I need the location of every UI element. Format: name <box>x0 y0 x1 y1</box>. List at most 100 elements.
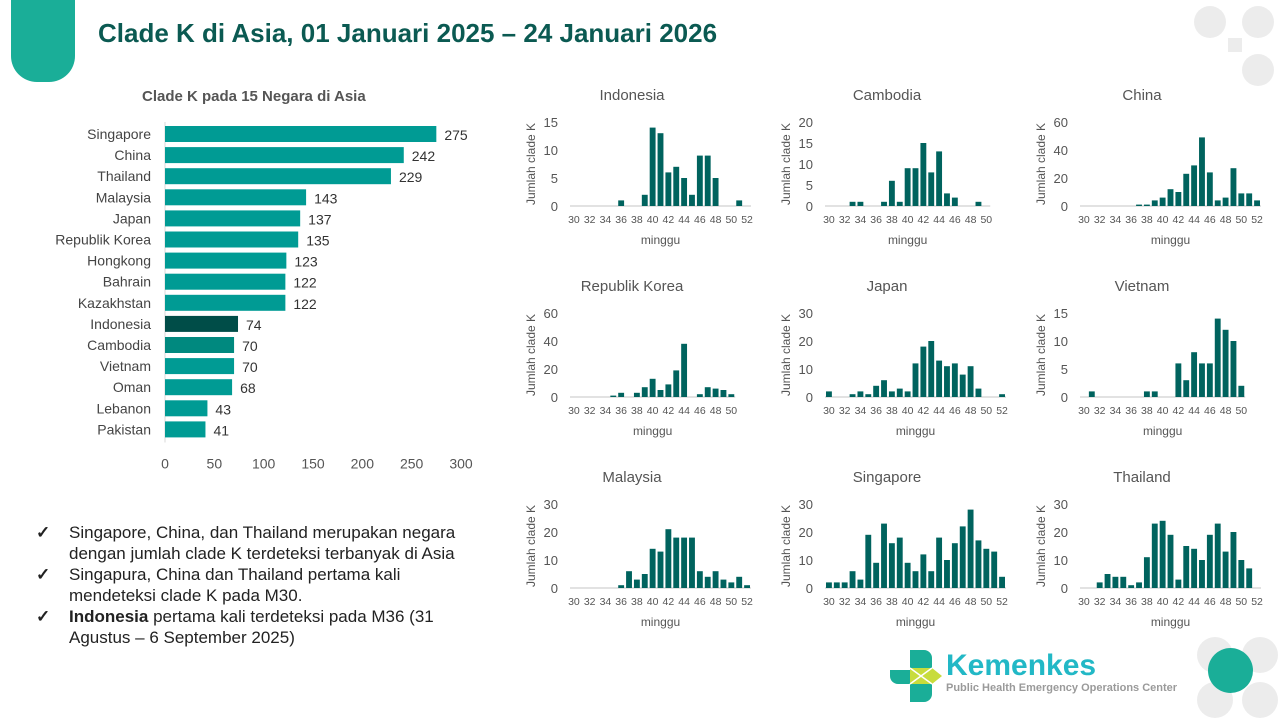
week-bar <box>936 151 943 206</box>
week-bar <box>873 562 880 588</box>
bar-thailand <box>165 168 391 185</box>
week-bar <box>657 390 664 397</box>
x-tick-label: 46 <box>694 596 706 608</box>
week-bar <box>944 560 950 588</box>
x-tick-label: 48 <box>710 405 722 417</box>
week-bar <box>896 537 903 588</box>
y-axis-label: Jumlah clade K <box>779 123 793 205</box>
week-bar <box>857 579 864 588</box>
week-bar <box>999 394 1005 397</box>
week-bar <box>610 395 617 397</box>
week-bar <box>618 585 625 588</box>
bar-hongkong <box>165 252 287 269</box>
week-bar <box>1143 391 1150 397</box>
week-bar <box>873 385 880 397</box>
data-label: 137 <box>308 211 332 227</box>
x-tick-label: 32 <box>839 214 851 226</box>
week-bar <box>1128 585 1135 588</box>
y-axis-label: Jumlah clade K <box>524 505 538 587</box>
week-bar <box>1175 192 1182 206</box>
weekly-chart-singapore: Singapore Jumlah clade K 0 10 20 30 30 32 34 36 38… <box>779 469 1008 629</box>
y-tick-label: 20 <box>799 115 813 130</box>
decorative-circle <box>1208 648 1253 693</box>
weekly-chart-thailand: Thailand Jumlah clade K 0 10 20 30 30 32 34 36 38 4… <box>1034 469 1263 629</box>
y-tick-label: 30 <box>544 497 558 512</box>
category-label: Vietnam <box>100 358 151 374</box>
week-bar <box>1136 582 1142 588</box>
week-bar <box>681 178 688 206</box>
week-bar <box>696 571 703 588</box>
week-bar <box>904 168 911 206</box>
week-bar <box>904 562 911 588</box>
decorative-pattern-top <box>1194 6 1274 86</box>
y-axis-label: Jumlah clade K <box>1034 123 1048 205</box>
week-bar <box>857 201 864 206</box>
bar-pakistan <box>165 421 206 438</box>
weekly-chart-malaysia: Malaysia Jumlah clade K 0 10 20 30 30 32 34 36 38 4… <box>524 469 753 629</box>
week-bar <box>626 571 632 588</box>
x-tick-label: 50 <box>725 214 737 226</box>
header-accent-tab <box>11 0 75 82</box>
data-label: 135 <box>306 233 330 249</box>
x-tick-label: 50 <box>1235 405 1247 417</box>
weekly-chart-japan: Japan Jumlah clade K 0 10 20 30 30 32 34 36 38 40 42… <box>779 278 1008 438</box>
week-bar <box>1214 318 1221 397</box>
y-tick-label: 10 <box>544 143 558 158</box>
category-label: Bahrain <box>103 274 151 290</box>
week-bar <box>1088 391 1095 397</box>
bar-indonesia <box>165 315 239 332</box>
y-tick-label: 10 <box>544 553 558 568</box>
week-bar <box>1112 576 1119 588</box>
y-tick-label: 10 <box>799 157 813 172</box>
week-bar <box>1143 204 1150 206</box>
x-tick-label: 36 <box>1125 214 1137 226</box>
week-bar <box>665 172 672 206</box>
y-tick-label: 30 <box>1054 497 1068 512</box>
x-tick-label: 44 <box>678 214 690 226</box>
x-tick-label: 48 <box>1220 405 1232 417</box>
week-bar <box>1199 560 1205 588</box>
y-axis-label: Jumlah clade K <box>1034 314 1048 396</box>
week-bar <box>1199 363 1205 397</box>
x-tick-label: 36 <box>1125 596 1137 608</box>
note-item: ✓ Singapore, China, dan Thailand merupak… <box>36 522 456 564</box>
week-bar <box>1222 329 1229 397</box>
week-bar <box>888 543 895 588</box>
y-tick-label: 20 <box>1054 171 1068 186</box>
week-bar <box>736 576 743 588</box>
week-bar <box>841 582 848 588</box>
week-bar <box>1167 534 1174 588</box>
x-tick-label: 36 <box>1125 405 1137 417</box>
x-tick-label: 44 <box>933 405 945 417</box>
week-bar <box>712 388 719 397</box>
week-bar <box>826 391 832 397</box>
week-bar <box>649 127 656 206</box>
week-bar <box>967 509 974 588</box>
x-tick-label: 42 <box>663 214 675 226</box>
x-tick-label: 52 <box>741 596 753 608</box>
category-label: Singapore <box>87 126 151 142</box>
category-label: China <box>114 147 151 163</box>
x-tick-label: 48 <box>965 405 977 417</box>
category-label: Pakistan <box>97 421 151 437</box>
weekly-chart-vietnam: Vietnam Jumlah clade K 0 5 10 15 30 32 34 36 38 40 4… <box>1034 278 1247 438</box>
x-tick-label: 42 <box>1173 405 1185 417</box>
y-tick-label: 5 <box>806 178 813 193</box>
x-tick-label: 32 <box>584 405 596 417</box>
x-tick-label: 50 <box>980 405 992 417</box>
data-label: 70 <box>242 359 258 375</box>
week-bar <box>1206 363 1213 397</box>
logo-text: Kemenkes <box>946 649 1097 682</box>
x-tick-label: 44 <box>1188 596 1200 608</box>
x-tick-label: 36 <box>615 214 627 226</box>
week-bar <box>633 392 640 397</box>
x-tick-label: 150 <box>301 456 325 472</box>
x-tick-label: 100 <box>252 456 276 472</box>
week-bar <box>1175 363 1182 397</box>
week-bar <box>1191 165 1198 206</box>
bar-kazakhstan <box>165 294 286 311</box>
x-tick-label: 48 <box>965 214 977 226</box>
week-bar <box>728 582 735 588</box>
week-bar <box>959 526 966 588</box>
weekly-chart-indonesia: Indonesia Jumlah clade K 0 5 10 15 30 32 34 36 38 4… <box>524 87 753 247</box>
